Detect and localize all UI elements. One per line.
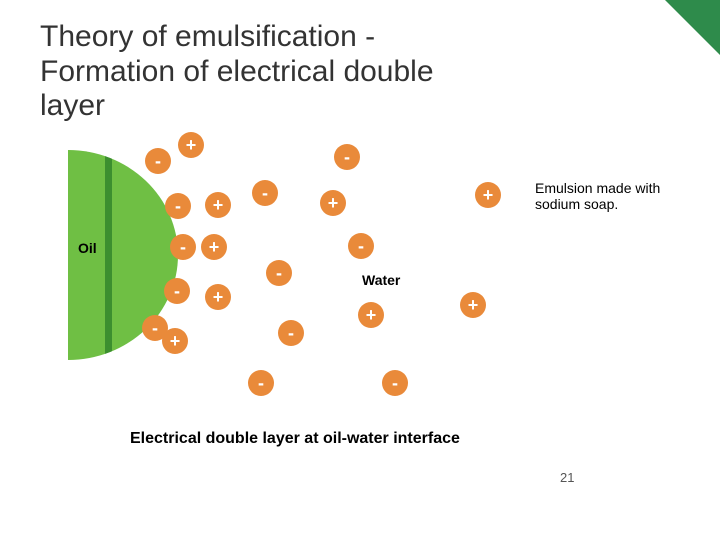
positive-charge: + xyxy=(201,234,227,260)
negative-charge: - xyxy=(334,144,360,170)
positive-charge: + xyxy=(162,328,188,354)
negative-charge: - xyxy=(248,370,274,396)
negative-charge: - xyxy=(348,233,374,259)
side-caption: Emulsion made with sodium soap. xyxy=(535,180,705,212)
positive-charge: + xyxy=(178,132,204,158)
slide-number: 21 xyxy=(560,470,574,485)
accent-triangle xyxy=(665,0,720,55)
page-title: Theory of emulsification - Formation of … xyxy=(40,20,500,124)
oil-stripe xyxy=(105,150,112,360)
negative-charge: - xyxy=(145,148,171,174)
water-label: Water xyxy=(362,272,400,288)
positive-charge: + xyxy=(205,192,231,218)
negative-charge: - xyxy=(382,370,408,396)
oil-label: Oil xyxy=(78,240,97,256)
positive-charge: + xyxy=(475,182,501,208)
negative-charge: - xyxy=(252,180,278,206)
negative-charge: - xyxy=(278,320,304,346)
positive-charge: + xyxy=(460,292,486,318)
negative-charge: - xyxy=(164,278,190,304)
negative-charge: - xyxy=(170,234,196,260)
bottom-caption: Electrical double layer at oil-water int… xyxy=(130,430,460,448)
positive-charge: + xyxy=(205,284,231,310)
positive-charge: + xyxy=(320,190,346,216)
negative-charge: - xyxy=(165,193,191,219)
negative-charge: - xyxy=(266,260,292,286)
positive-charge: + xyxy=(358,302,384,328)
